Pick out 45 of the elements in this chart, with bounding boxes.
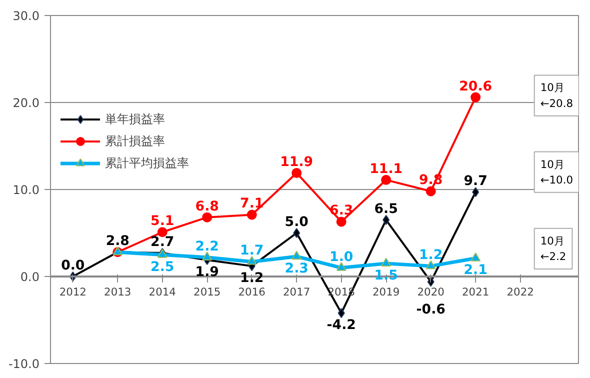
annotation: 10月 ←2.2 (540, 234, 566, 263)
data-label: 1.2 (240, 271, 264, 286)
data-label: 2.3 (284, 261, 308, 276)
data-label: 5.1 (150, 214, 174, 230)
data-label: 1.5 (374, 268, 398, 284)
data-label: 6.8 (195, 199, 219, 214)
data-label: 20.6 (459, 79, 492, 94)
data-label: 1.2 (419, 248, 443, 264)
legend-label: 累計損益率 (105, 132, 165, 150)
data-label: 2.1 (464, 263, 488, 278)
data-label: 1.7 (240, 244, 264, 259)
x-tick-label: 2019 (372, 286, 400, 298)
x-tick-label: 2017 (283, 286, 310, 298)
y-tick-label: 30.0 (12, 9, 40, 23)
data-label: 2.2 (195, 239, 219, 254)
x-tick-label: 2016 (238, 286, 266, 298)
x-tick-label: 2021 (462, 286, 490, 298)
data-label: 5.0 (284, 215, 308, 230)
data-label: 9.7 (464, 174, 488, 190)
data-label: 2.7 (150, 235, 174, 250)
data-label: 2.8 (106, 234, 130, 250)
y-tick-label: -10.0 (8, 357, 40, 371)
data-label: 6.5 (374, 202, 398, 217)
data-label: 0.0 (61, 258, 85, 274)
legend-label: 累計平均損益率 (105, 154, 189, 172)
x-tick-label: 2014 (148, 286, 176, 298)
annotation: 10月 ←10.0 (540, 158, 574, 186)
x-tick-label: 2022 (506, 286, 534, 298)
x-tick-label: 2015 (194, 286, 221, 298)
data-label: -4.2 (326, 318, 356, 334)
data-label: 7.1 (240, 196, 264, 212)
data-label: 1.9 (195, 264, 219, 280)
legend-label: 単年損益率 (105, 110, 165, 128)
data-label: 11.1 (370, 162, 403, 177)
data-label: 2.5 (150, 260, 174, 275)
annotation: 10月 ←20.8 (540, 81, 574, 110)
y-tick-label: 10.0 (12, 183, 40, 197)
data-label: 11.9 (280, 154, 314, 170)
x-tick-label: 2020 (417, 286, 445, 298)
data-label: 1.0 (330, 250, 354, 265)
y-tick-label: 20.0 (12, 96, 40, 110)
data-label: -0.6 (416, 302, 446, 318)
y-tick-label: 0.0 (20, 270, 40, 284)
x-tick-label: 2012 (59, 286, 86, 298)
x-tick-label: 2013 (104, 286, 132, 298)
